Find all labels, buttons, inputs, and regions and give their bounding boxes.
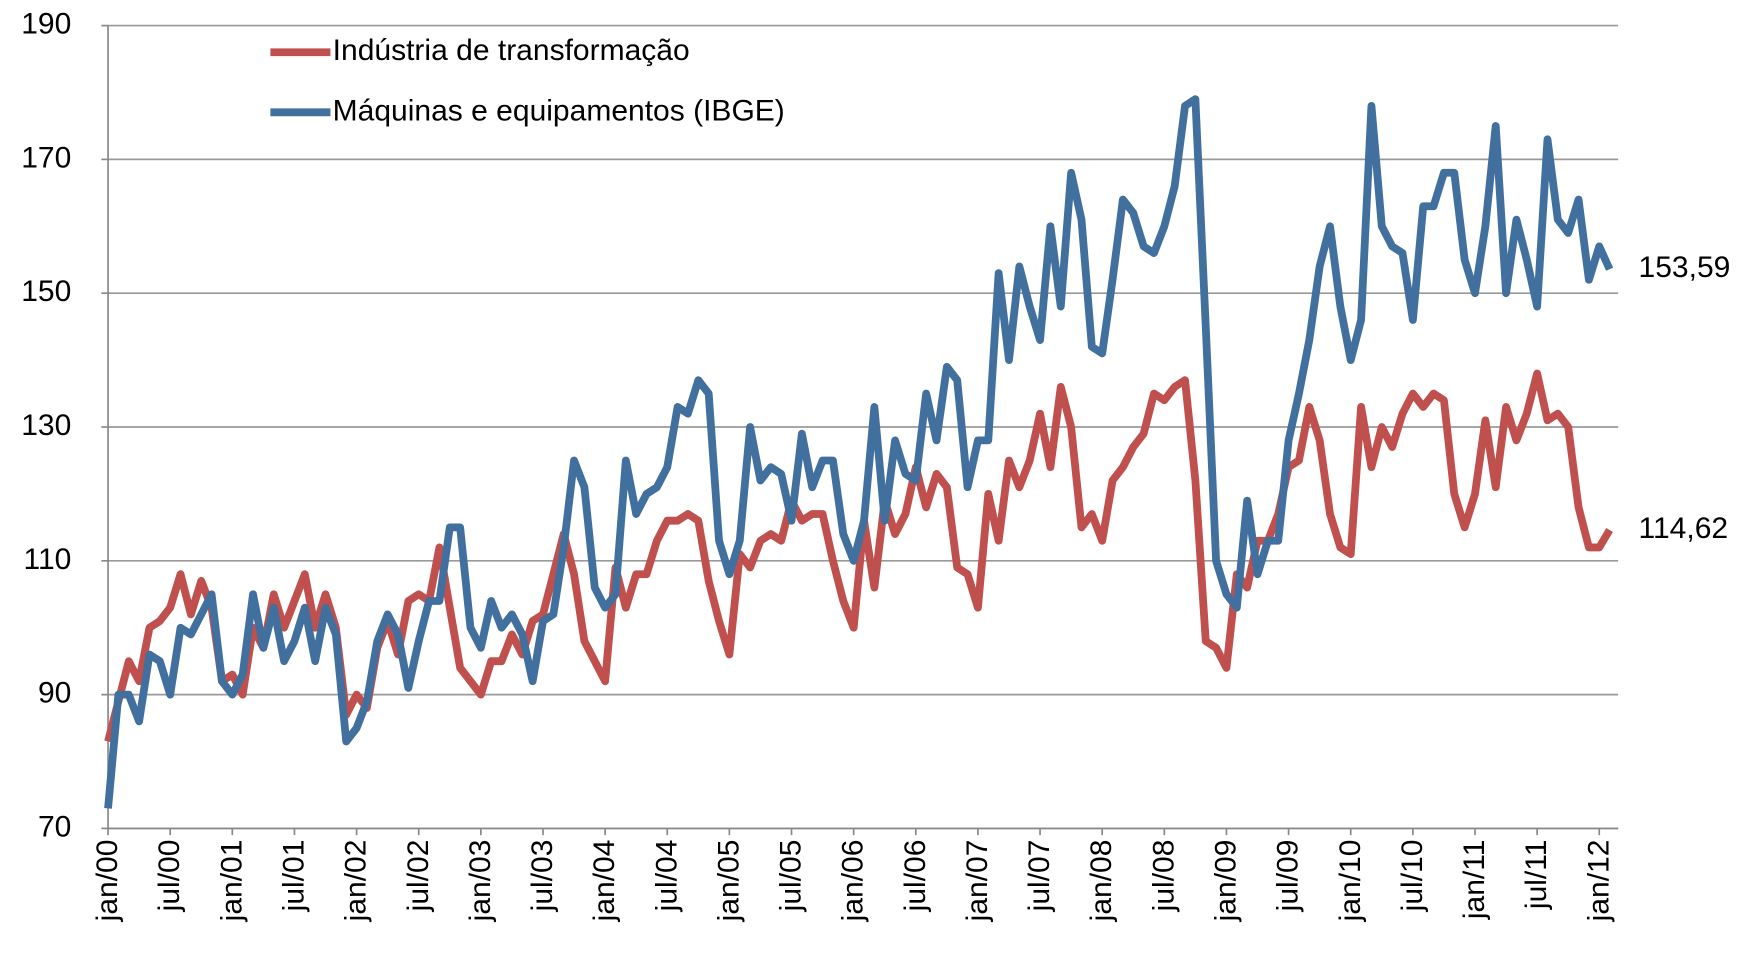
x-tick-label: jul/01	[277, 840, 310, 913]
x-tick-label: jan/05	[712, 840, 745, 923]
x-tick-label: jul/06	[899, 840, 932, 913]
x-tick-label: jul/11	[1520, 840, 1553, 911]
x-tick-label: jan/10	[1334, 840, 1367, 923]
y-tick-label: 170	[21, 141, 71, 174]
x-tick-label: jan/08	[1085, 840, 1118, 923]
x-tick-label: jul/08	[1147, 840, 1180, 913]
series-line	[104, 369, 1613, 743]
x-tick-label: jan/06	[837, 840, 870, 923]
x-tick-label: jan/07	[961, 840, 994, 923]
x-tick-label: jan/02	[340, 840, 373, 923]
x-tick-label: jan/01	[215, 840, 248, 923]
legend-label: Máquinas e equipamentos (IBGE)	[333, 94, 785, 127]
x-tick-label: jan/00	[91, 840, 124, 923]
y-tick-label: 70	[38, 810, 71, 843]
data-label: 114,62	[1639, 512, 1729, 545]
x-tick-label: jul/00	[153, 840, 186, 913]
y-tick-label: 130	[21, 409, 71, 442]
x-tick-label: jan/03	[464, 840, 497, 923]
x-tick-label: jul/02	[402, 840, 435, 913]
x-tick-label: jan/09	[1210, 840, 1243, 923]
x-tick-label: jul/10	[1396, 840, 1429, 913]
x-tick-label: jan/04	[588, 840, 621, 923]
x-tick-label: jul/05	[775, 840, 808, 913]
y-tick-label: 90	[38, 677, 71, 710]
x-tick-label: jul/03	[526, 840, 559, 913]
y-tick-label: 190	[21, 8, 71, 41]
x-tick-label: jul/09	[1272, 840, 1305, 913]
y-tick-label: 110	[23, 543, 71, 576]
x-tick-label: jan/11	[1458, 840, 1491, 921]
x-tick-label: jul/04	[650, 840, 683, 913]
y-tick-label: 150	[21, 275, 71, 308]
legend-label: Indústria de transformação	[333, 34, 690, 67]
data-label: 153,59	[1639, 251, 1731, 284]
series-line	[104, 95, 1614, 809]
x-tick-label: jul/07	[1023, 840, 1056, 913]
x-tick-label: jan/12	[1582, 840, 1615, 923]
